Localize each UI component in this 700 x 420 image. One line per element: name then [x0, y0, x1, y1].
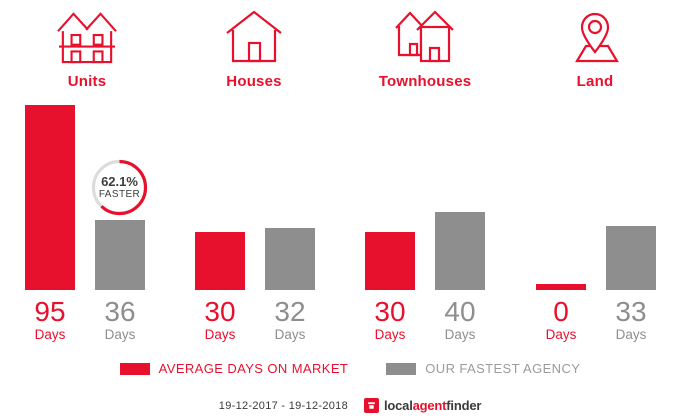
- townhouses-icon: [395, 10, 454, 63]
- category-houses: Houses: [184, 8, 324, 90]
- unit-label: Days: [615, 327, 647, 343]
- bar-land-fastest: [606, 225, 656, 290]
- unit-label: Days: [545, 327, 577, 343]
- bar-group-land: 0 Days 33 Days: [536, 104, 656, 342]
- unit-label: Days: [104, 327, 136, 343]
- unit-label: Days: [204, 327, 236, 343]
- date-range: 19-12-2017 - 19-12-2018: [218, 399, 348, 412]
- category-label-land: Land: [576, 73, 614, 90]
- logo-mark-icon: [364, 398, 379, 413]
- value-townhouses-fastest: 40: [444, 296, 476, 327]
- bar-group-townhouses: 30 Days 40 Days: [365, 104, 485, 342]
- units-icon: [57, 12, 117, 64]
- land-icon: [575, 12, 619, 63]
- value-houses-fastest: 32: [274, 296, 306, 327]
- bar-group-houses: 30 Days 32 Days: [195, 104, 315, 342]
- badge-percent: 62.1%: [101, 173, 138, 189]
- value-land-fastest: 33: [615, 296, 647, 327]
- houses-icon: [226, 10, 282, 63]
- bar-group-units: 95 Days 36 Days: [25, 104, 145, 342]
- legend-item-fastest: OUR FASTEST AGENCY: [386, 361, 580, 376]
- localagentfinder-logo[interactable]: localagentfinder: [364, 398, 481, 413]
- unit-label: Days: [274, 327, 306, 343]
- category-units: Units: [17, 8, 157, 90]
- bar-townhouses-average: [365, 231, 415, 290]
- category-label-units: Units: [67, 73, 107, 90]
- category-label-houses: Houses: [226, 73, 282, 90]
- bar-townhouses-fastest: [435, 212, 485, 290]
- legend-label-average: AVERAGE DAYS ON MARKET: [158, 361, 349, 376]
- legend-item-average: AVERAGE DAYS ON MARKET: [119, 361, 349, 376]
- category-land: Land: [525, 8, 665, 90]
- footer: 19-12-2017 - 19-12-2018 localagentfinder: [0, 398, 700, 413]
- value-units-average: 95: [34, 296, 66, 327]
- bar-houses-fastest: [265, 227, 315, 290]
- unit-label: Days: [34, 327, 66, 343]
- bar-units-fastest: [95, 219, 145, 290]
- value-land-average: 0: [553, 296, 569, 327]
- value-houses-average: 30: [204, 296, 236, 327]
- legend: AVERAGE DAYS ON MARKET OUR FASTEST AGENC…: [0, 361, 700, 376]
- bar-houses-average: [195, 231, 245, 290]
- logo-wordmark: localagentfinder: [384, 398, 482, 413]
- legend-swatch-red: [119, 362, 150, 375]
- faster-percentage-badge: 62.1% FASTER: [90, 158, 149, 217]
- category-townhouses: Townhouses: [355, 8, 495, 90]
- bar-land-average: [536, 284, 586, 290]
- bar-units-average: [25, 104, 75, 290]
- value-units-fastest: 36: [104, 296, 136, 327]
- unit-label: Days: [374, 327, 406, 343]
- badge-faster-label: FASTER: [98, 189, 141, 201]
- legend-label-fastest: OUR FASTEST AGENCY: [425, 361, 581, 376]
- unit-label: Days: [444, 327, 476, 343]
- value-townhouses-average: 30: [374, 296, 406, 327]
- badge-progress-arc: [91, 159, 148, 216]
- legend-swatch-gray: [386, 362, 417, 375]
- category-label-townhouses: Townhouses: [378, 73, 472, 90]
